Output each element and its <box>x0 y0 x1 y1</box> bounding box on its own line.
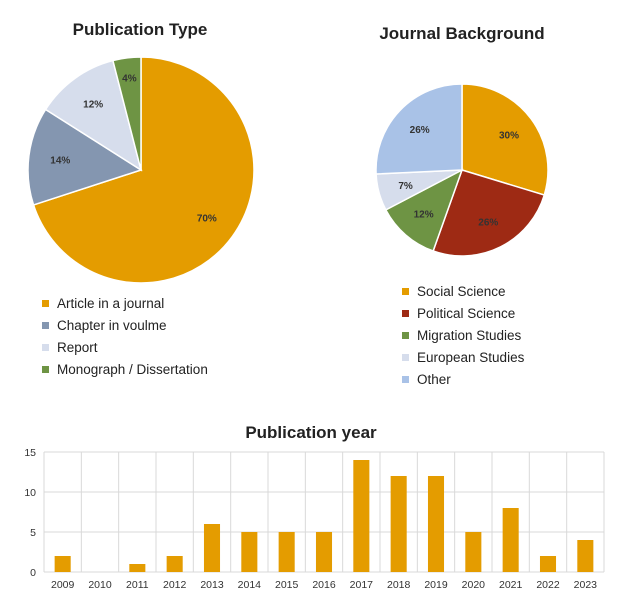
publication-type-legend-label-1: Chapter in voulme <box>57 317 167 333</box>
journal-background-title: Journal Background <box>379 24 545 43</box>
x-tick-label-6: 2015 <box>275 579 299 591</box>
publication-type-legend-item-2: Report <box>42 336 208 358</box>
journal-background-slice-label-1: 26% <box>478 218 498 229</box>
journal-background-legend-swatch-4 <box>402 375 409 383</box>
journal-background-slice-1 <box>432 169 546 257</box>
publication-type-legend-label-2: Report <box>57 339 98 355</box>
publication-type-slice-1 <box>27 108 143 206</box>
publication-type-slice-label-3: 4% <box>122 74 137 85</box>
journal-background-legend-swatch-3 <box>402 353 409 361</box>
journal-background-slice-0 <box>461 83 549 196</box>
journal-background-legend-label-0: Social Science <box>417 283 506 299</box>
x-tick-label-2: 2011 <box>126 579 149 591</box>
publication-type-legend-swatch-3 <box>42 365 49 373</box>
journal-background-legend-swatch-0 <box>402 287 409 295</box>
bar-2009 <box>54 556 71 572</box>
publication-year-title: Publication year <box>245 423 377 442</box>
journal-background-legend-item-1: Political Science <box>402 302 524 324</box>
x-tick-label-13: 2022 <box>536 579 560 591</box>
x-tick-label-3: 2012 <box>163 579 187 591</box>
x-tick-label-12: 2021 <box>499 579 523 591</box>
publication-type-legend-label-3: Monograph / Dissertation <box>57 361 208 377</box>
publication-type-title: Publication Type <box>72 20 208 39</box>
bar-2012 <box>166 556 183 572</box>
publication-type-legend: Article in a journal Chapter in voulme Rep… <box>42 292 208 380</box>
bar-2014 <box>241 532 258 572</box>
journal-background-slice-2 <box>384 168 464 252</box>
publication-type-legend-item-0: Article in a journal <box>42 292 208 314</box>
journal-background-slice-label-3: 7% <box>398 181 413 192</box>
bar-2018 <box>390 476 407 572</box>
publication-type-legend-item-1: Chapter in voulme <box>42 314 208 336</box>
x-tick-label-11: 2020 <box>462 579 486 591</box>
x-tick-label-14: 2023 <box>574 579 598 591</box>
bar-2013 <box>203 524 221 572</box>
bar-2021 <box>502 508 519 572</box>
publication-type-legend-label-0: Article in a journal <box>57 295 165 311</box>
publication-type-legend-swatch-0 <box>42 299 49 307</box>
journal-background-slice-label-4: 26% <box>410 125 430 136</box>
journal-background-legend-label-1: Political Science <box>417 305 516 321</box>
x-tick-label-0: 2009 <box>51 579 75 591</box>
y-tick-label-2: 10 <box>24 487 36 499</box>
publication-type-slice-0 <box>32 56 255 284</box>
journal-background-slice-label-0: 30% <box>499 131 519 142</box>
bar-2016 <box>315 532 333 572</box>
x-tick-label-5: 2014 <box>238 579 262 591</box>
journal-background-legend-label-2: Migration Studies <box>417 327 522 343</box>
x-tick-label-1: 2010 <box>88 579 112 591</box>
x-tick-label-10: 2019 <box>424 579 448 591</box>
publication-type-legend-item-3: Monograph / Dissertation <box>42 358 208 380</box>
y-tick-label-1: 5 <box>30 527 36 539</box>
journal-background-legend-item-2: Migration Studies <box>402 324 524 346</box>
x-tick-label-7: 2016 <box>312 579 336 591</box>
publication-type-slice-label-0: 70% <box>197 213 217 224</box>
publication-type-slice-3 <box>111 56 142 171</box>
x-tick-label-8: 2017 <box>350 579 374 591</box>
journal-background-legend-item-0: Social Science <box>402 280 524 302</box>
y-tick-label-0: 0 <box>30 567 36 579</box>
publication-type-legend-swatch-1 <box>42 321 49 329</box>
bar-2015 <box>278 532 295 572</box>
bar-2019 <box>427 476 445 572</box>
bar-2017 <box>353 460 370 572</box>
journal-background-legend-swatch-1 <box>402 309 409 317</box>
journal-background-legend: Social Science Political Science Migration… <box>402 280 524 390</box>
x-tick-label-9: 2018 <box>387 579 411 591</box>
publication-type-slice-2 <box>44 59 143 172</box>
journal-background-legend-item-4: Other <box>402 368 524 390</box>
journal-background-slice-label-2: 12% <box>414 210 434 221</box>
publication-type-slice-label-2: 12% <box>83 100 103 111</box>
publication-type-legend-swatch-2 <box>42 343 49 351</box>
journal-background-legend-swatch-2 <box>402 331 409 339</box>
x-tick-label-4: 2013 <box>200 579 224 591</box>
journal-background-legend-label-4: Other <box>417 371 451 387</box>
journal-background-slice-4 <box>375 83 463 175</box>
bar-2023 <box>577 540 594 572</box>
bar-2022 <box>539 556 557 572</box>
journal-background-legend-label-3: European Studies <box>417 349 525 365</box>
bar-2020 <box>465 532 482 572</box>
journal-background-legend-item-3: European Studies <box>402 346 524 368</box>
publication-type-slice-label-1: 14% <box>50 155 70 166</box>
bar-2011 <box>129 564 146 572</box>
y-tick-label-3: 15 <box>24 447 36 459</box>
